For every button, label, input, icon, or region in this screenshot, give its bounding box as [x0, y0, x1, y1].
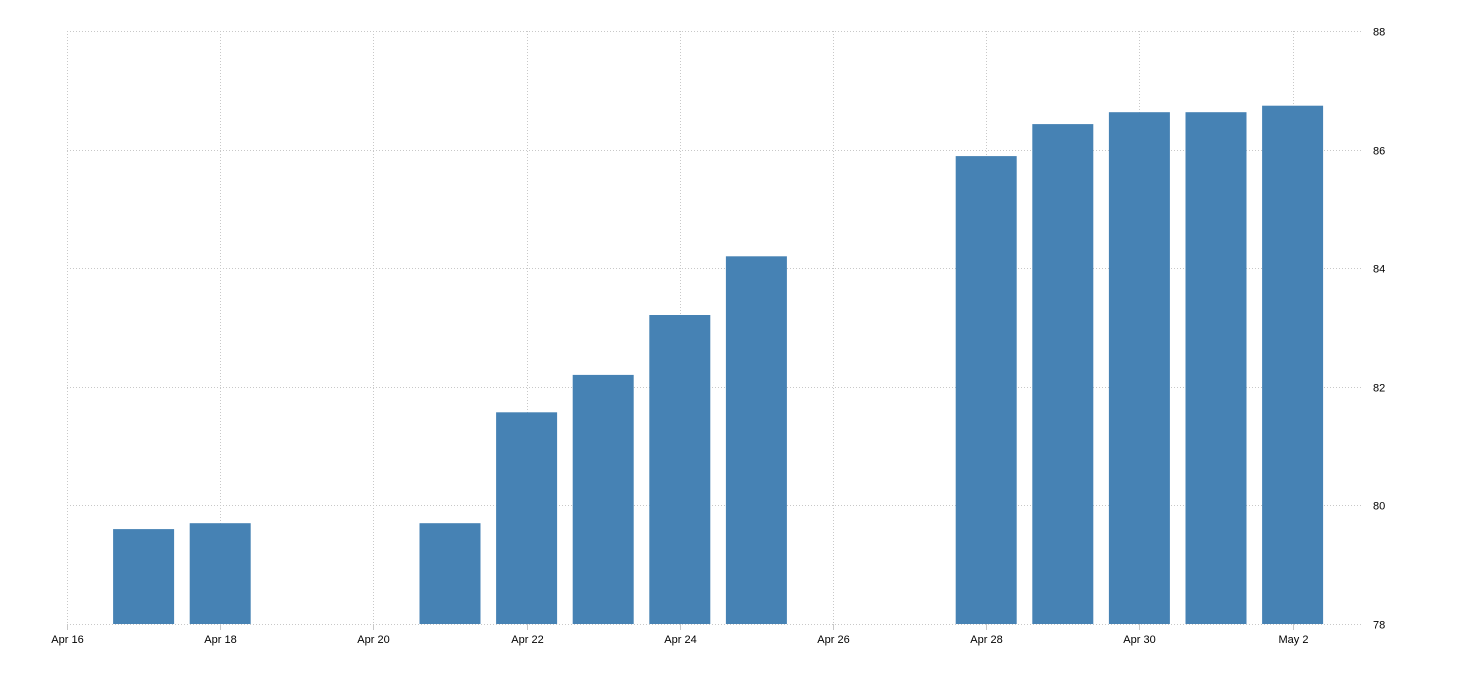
y-tick-label: 82	[1373, 383, 1385, 395]
y-tick-label: 80	[1373, 501, 1385, 513]
x-tick-label: Apr 24	[664, 634, 696, 646]
bar-may-1[interactable]	[1185, 112, 1247, 624]
bars	[113, 105, 1324, 624]
y-tick-label: 84	[1373, 264, 1385, 276]
bar-apr-17[interactable]	[113, 529, 175, 624]
y-tick-label: 78	[1373, 620, 1385, 632]
bar-apr-23[interactable]	[572, 374, 634, 624]
bar-apr-21[interactable]	[419, 523, 481, 624]
bar-apr-22[interactable]	[496, 412, 558, 624]
x-tick-label: Apr 20	[357, 634, 389, 646]
bar-apr-28[interactable]	[955, 156, 1017, 624]
x-tick-label: Apr 22	[511, 634, 543, 646]
x-tick-label: Apr 30	[1123, 634, 1155, 646]
y-tick-label: 86	[1373, 146, 1385, 158]
x-tick-label: Apr 26	[817, 634, 849, 646]
x-tick-label: May 2	[1279, 634, 1309, 646]
x-tick-label: Apr 28	[970, 634, 1002, 646]
bar-may-2[interactable]	[1262, 105, 1324, 624]
x-axis: Apr 16 Apr 18 Apr 20 Apr 22 Apr 24 Apr 26 Apr …	[51, 624, 1308, 646]
x-tick-label: Apr 16	[51, 634, 83, 646]
bar-apr-18[interactable]	[189, 523, 251, 624]
bar-apr-24[interactable]	[649, 315, 711, 624]
y-axis: 78 80 82 84 86 88	[1373, 27, 1385, 632]
y-tick-label: 88	[1373, 27, 1385, 39]
bar-apr-30[interactable]	[1108, 112, 1170, 624]
bar-apr-25[interactable]	[725, 256, 787, 624]
bar-apr-29[interactable]	[1032, 124, 1094, 624]
x-tick-label: Apr 18	[204, 634, 236, 646]
